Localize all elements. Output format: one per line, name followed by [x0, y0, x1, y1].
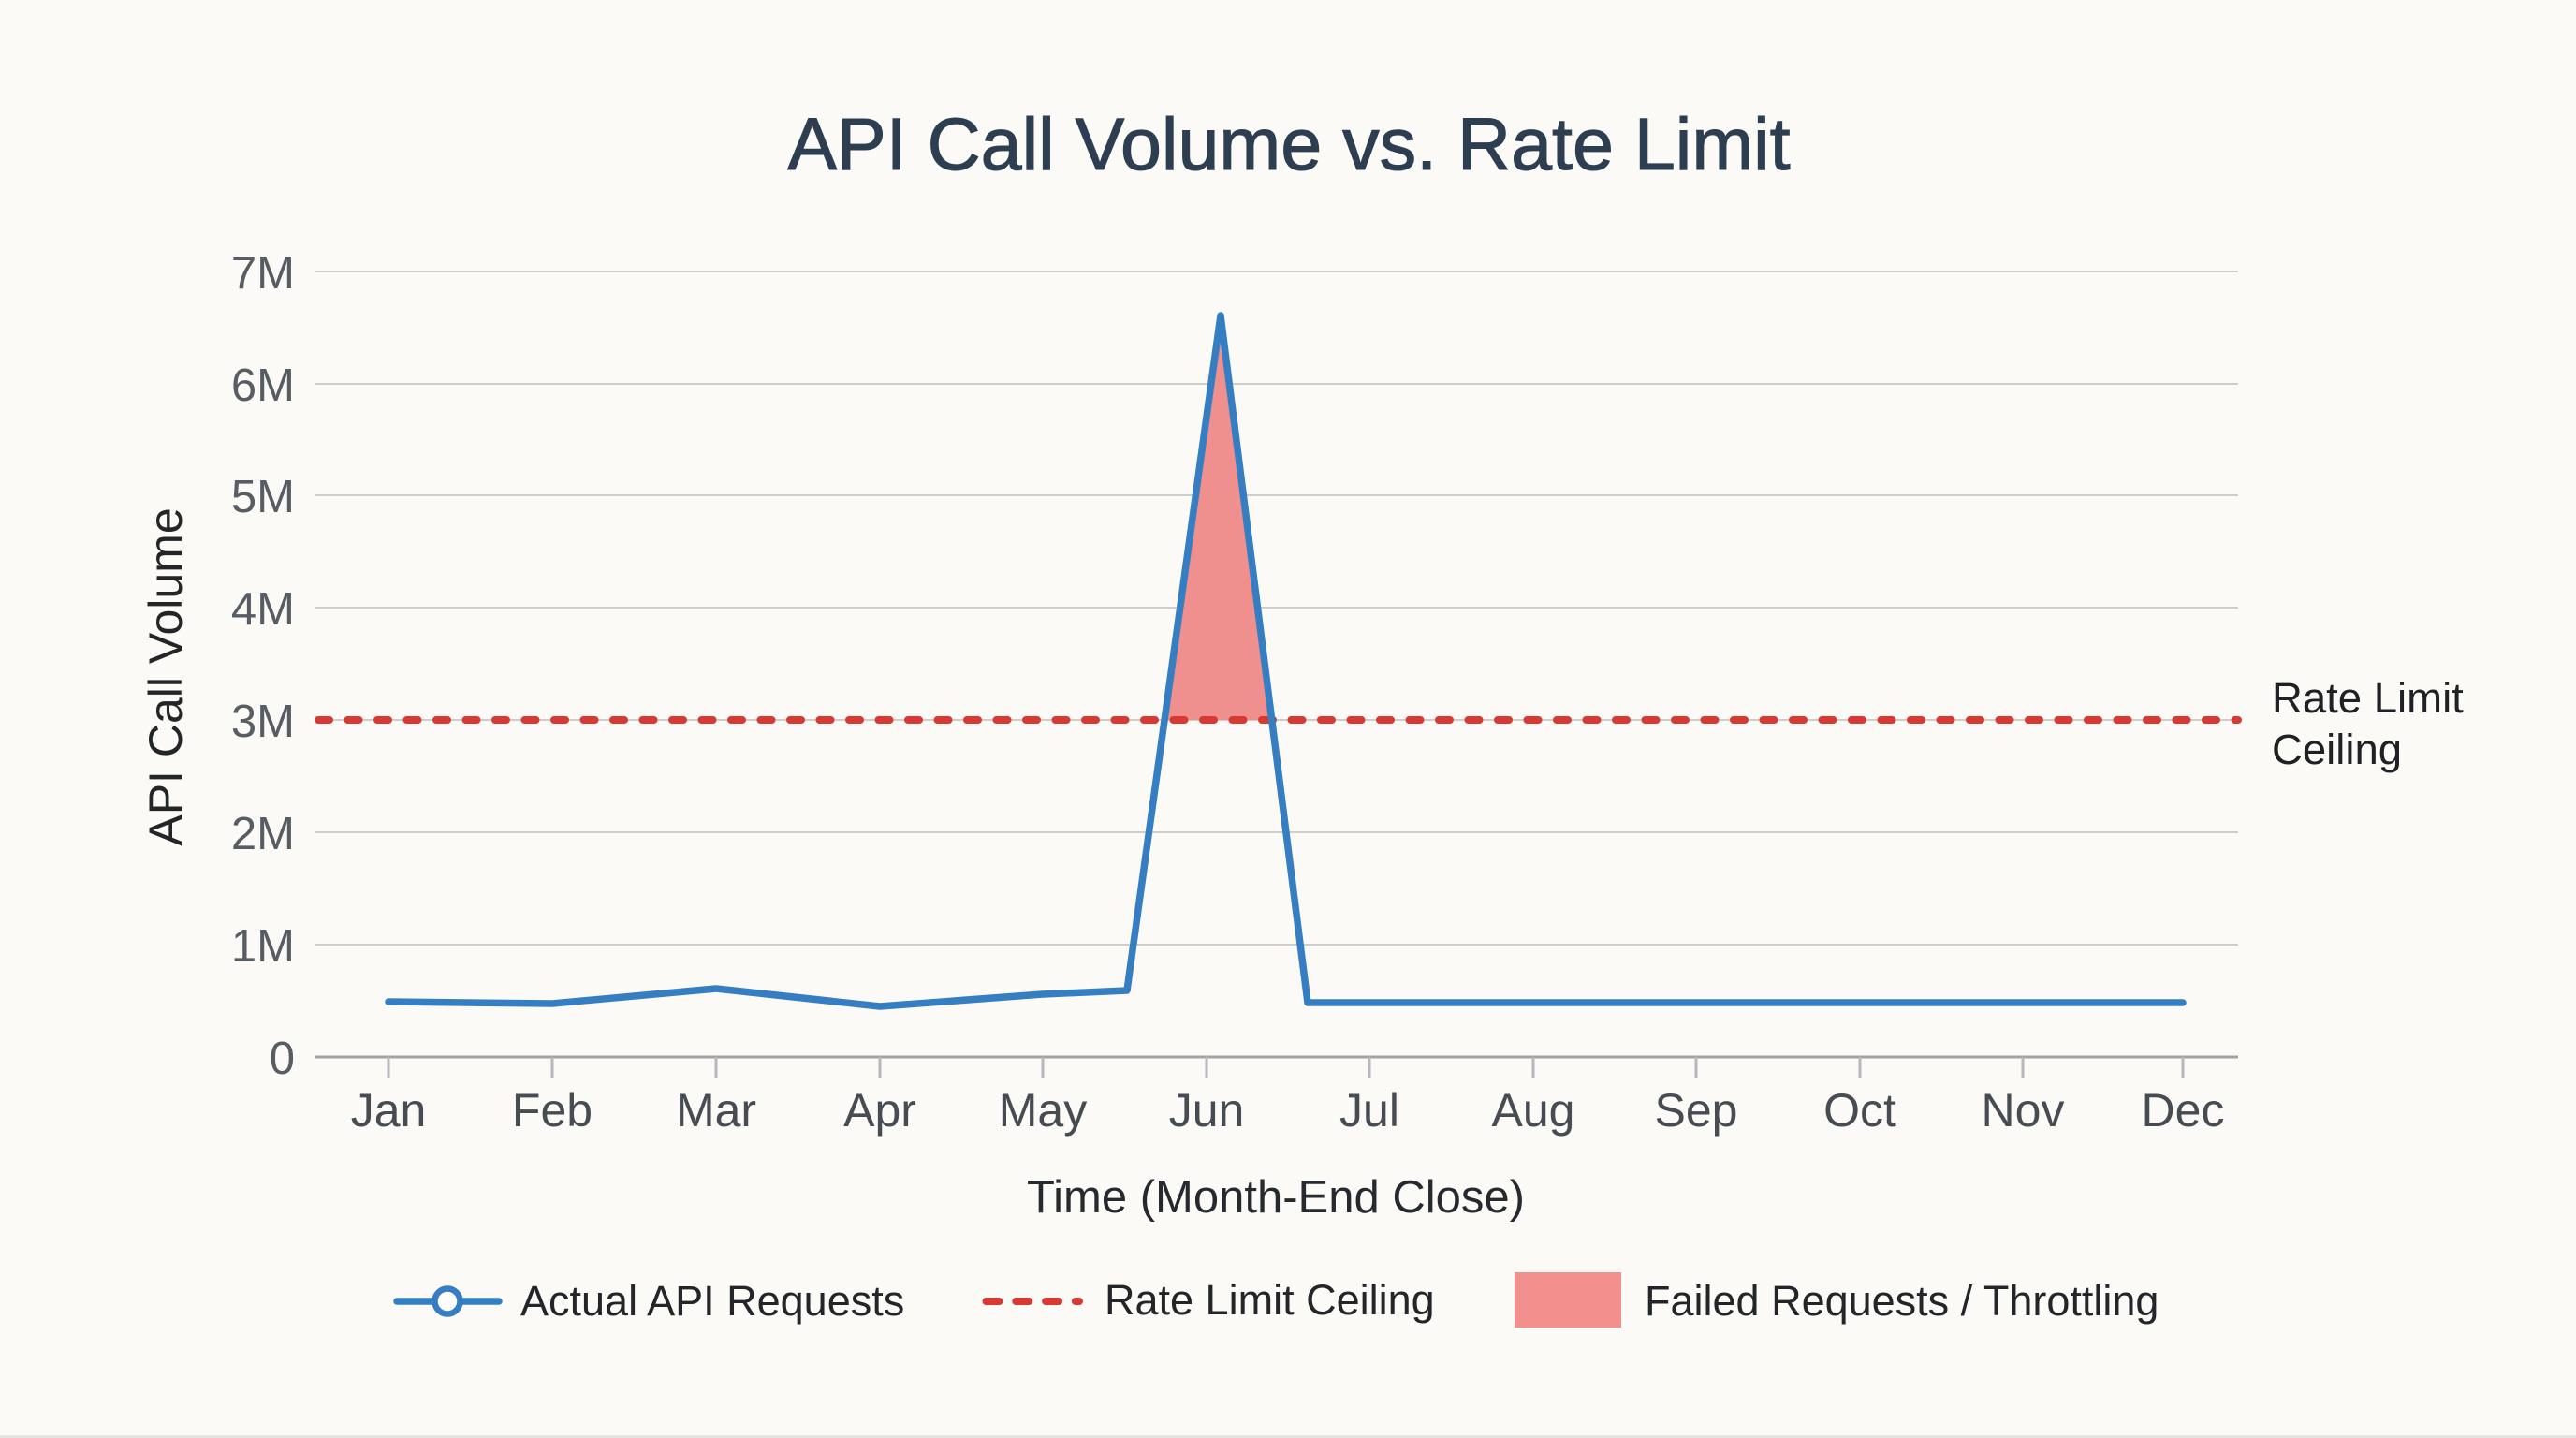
svg-text:May: May	[999, 1084, 1087, 1137]
svg-text:6M: 6M	[231, 360, 295, 411]
svg-text:Mar: Mar	[676, 1084, 756, 1137]
svg-text:3M: 3M	[231, 697, 295, 747]
svg-text:Jun: Jun	[1169, 1084, 1245, 1137]
svg-text:Rate Limit: Rate Limit	[2272, 674, 2464, 722]
svg-text:Dec: Dec	[2142, 1084, 2225, 1137]
svg-text:Actual API Requests: Actual API Requests	[520, 1277, 904, 1325]
svg-text:Apr: Apr	[843, 1084, 916, 1137]
svg-text:1M: 1M	[231, 921, 295, 972]
svg-text:Sep: Sep	[1655, 1084, 1738, 1137]
svg-text:API Call Volume: API Call Volume	[139, 507, 192, 845]
svg-text:Jul: Jul	[1339, 1084, 1399, 1137]
svg-text:4M: 4M	[231, 584, 295, 635]
svg-text:Ceiling: Ceiling	[2272, 726, 2402, 773]
svg-text:7M: 7M	[231, 248, 295, 299]
svg-text:0: 0	[270, 1034, 295, 1084]
svg-text:2M: 2M	[231, 809, 295, 859]
svg-text:API Call Volume vs. Rate Limit: API Call Volume vs. Rate Limit	[787, 102, 1790, 185]
svg-text:5M: 5M	[231, 472, 295, 522]
svg-text:Nov: Nov	[1982, 1084, 2065, 1137]
svg-text:Failed Requests / Throttling: Failed Requests / Throttling	[1645, 1277, 2159, 1325]
svg-text:Aug: Aug	[1492, 1084, 1575, 1137]
svg-text:Rate Limit Ceiling: Rate Limit Ceiling	[1105, 1276, 1435, 1324]
svg-text:Time (Month-End Close): Time (Month-End Close)	[1027, 1172, 1525, 1223]
svg-text:Feb: Feb	[512, 1084, 593, 1137]
svg-text:Oct: Oct	[1823, 1084, 1896, 1137]
svg-text:Jan: Jan	[351, 1084, 427, 1137]
